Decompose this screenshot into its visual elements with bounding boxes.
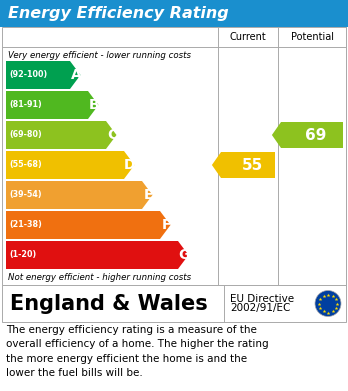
Polygon shape: [212, 152, 275, 178]
Text: B: B: [89, 98, 100, 112]
Bar: [2, 285, 346, 322]
Text: (55-68): (55-68): [9, 160, 42, 170]
Text: E: E: [144, 188, 153, 202]
Bar: [0, 0, 348, 27]
Polygon shape: [6, 211, 171, 239]
Text: The energy efficiency rating is a measure of the
overall efficiency of a home. T: The energy efficiency rating is a measur…: [6, 325, 269, 378]
Text: G: G: [178, 248, 190, 262]
Polygon shape: [6, 151, 134, 179]
Text: 69: 69: [305, 127, 327, 142]
Text: (81-91): (81-91): [9, 100, 42, 109]
Text: C: C: [107, 128, 118, 142]
Text: Energy Efficiency Rating: Energy Efficiency Rating: [8, 6, 229, 21]
Text: Not energy efficient - higher running costs: Not energy efficient - higher running co…: [8, 273, 191, 282]
Text: D: D: [124, 158, 135, 172]
Polygon shape: [272, 122, 343, 148]
Text: EU Directive: EU Directive: [230, 294, 294, 303]
Text: (21-38): (21-38): [9, 221, 42, 230]
Text: (69-80): (69-80): [9, 131, 42, 140]
Polygon shape: [6, 61, 80, 89]
Text: Current: Current: [230, 32, 266, 42]
Text: Very energy efficient - lower running costs: Very energy efficient - lower running co…: [8, 51, 191, 60]
Polygon shape: [6, 241, 189, 269]
Polygon shape: [6, 91, 98, 119]
Text: 2002/91/EC: 2002/91/EC: [230, 303, 290, 314]
Text: (92-100): (92-100): [9, 70, 47, 79]
Text: 55: 55: [242, 158, 263, 172]
Text: (39-54): (39-54): [9, 190, 42, 199]
Text: F: F: [162, 218, 172, 232]
Text: A: A: [71, 68, 81, 82]
Polygon shape: [6, 121, 117, 149]
Circle shape: [315, 291, 341, 316]
Text: England & Wales: England & Wales: [10, 294, 208, 314]
Text: Potential: Potential: [291, 32, 333, 42]
Text: (1-20): (1-20): [9, 251, 36, 260]
Polygon shape: [6, 181, 152, 209]
Bar: [2, 27, 346, 285]
